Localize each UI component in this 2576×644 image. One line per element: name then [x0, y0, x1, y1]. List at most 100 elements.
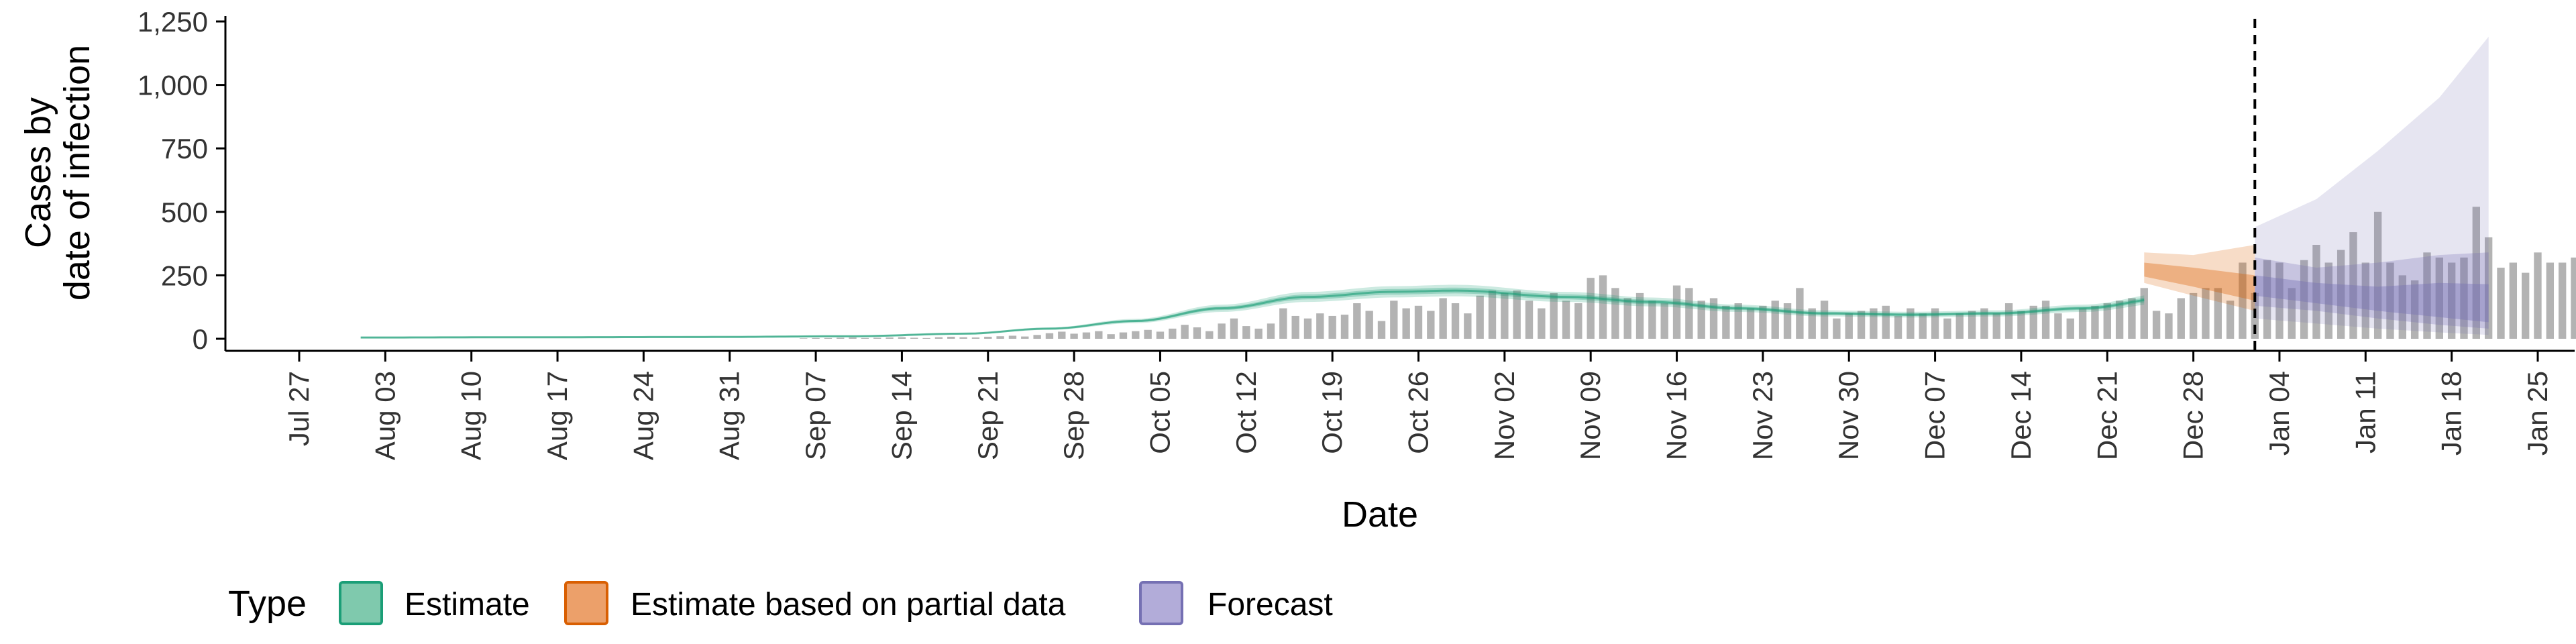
case-bar — [2546, 262, 2555, 339]
y-tick-label: 250 — [161, 260, 208, 291]
x-tick-label: Oct 05 — [1144, 371, 1175, 454]
bands-group — [360, 36, 2489, 339]
x-tick-label: Oct 19 — [1316, 371, 1348, 454]
legend: Type Estimate Estimate based on partial … — [228, 581, 1333, 625]
case-bar — [2004, 303, 2013, 339]
y-axis-ticks: 0 250 500 750 1,000 1,250 — [138, 6, 225, 355]
forecast-mid-band — [2255, 252, 2489, 329]
legend-label-partial: Estimate based on partial data — [631, 587, 1066, 623]
case-bar — [1931, 308, 1939, 339]
case-bar — [1439, 298, 1447, 339]
case-bar — [1623, 298, 1631, 339]
case-bar — [1107, 334, 1115, 339]
x-tick-label: Jan 04 — [2263, 371, 2295, 455]
y-tick-label: 1,250 — [138, 6, 208, 38]
case-bar — [2078, 308, 2087, 339]
x-tick-label: Aug 03 — [369, 371, 400, 460]
case-bar — [1058, 331, 1066, 339]
case-bar — [873, 337, 881, 339]
legend-key-forecast — [1139, 581, 1183, 625]
y-tick-label: 500 — [161, 197, 208, 228]
legend-key-estimate — [339, 581, 383, 625]
case-bar — [2447, 262, 2456, 339]
case-bar — [1144, 329, 1152, 339]
case-bar — [1414, 305, 1423, 339]
x-tick-label: Aug 10 — [455, 371, 487, 460]
case-bar — [1992, 313, 2000, 339]
x-axis-ticks: Jul 27 Aug 03 Aug 10 Aug 17 Aug 24 Aug 31 Sep … — [283, 351, 2553, 460]
case-bar — [1193, 327, 1201, 339]
case-bar — [1169, 328, 1177, 339]
case-bar — [1476, 295, 1484, 339]
case-bar — [2128, 298, 2136, 339]
x-tick-label: Oct 26 — [1403, 371, 1434, 454]
case-bar — [1980, 308, 1988, 339]
case-bar — [2386, 262, 2394, 339]
case-bar — [2041, 301, 2050, 339]
case-bar — [2140, 288, 2148, 339]
case-bar — [2497, 268, 2505, 339]
case-bar — [1070, 333, 1078, 339]
case-bar — [2373, 211, 2382, 339]
case-bar — [1181, 325, 1189, 339]
case-bar — [1648, 301, 1656, 339]
partial-inner-band — [2144, 262, 2255, 301]
case-bar — [800, 338, 808, 339]
case-bar — [2054, 313, 2062, 339]
x-tick-label: Jan 11 — [2349, 371, 2381, 453]
x-tick-label: Dec 21 — [2091, 371, 2123, 460]
case-bar — [1156, 331, 1165, 339]
x-tick-label: Dec 07 — [1919, 371, 1951, 460]
case-bar — [1464, 313, 1472, 339]
case-bar — [2484, 237, 2493, 339]
case-bar — [1021, 336, 1029, 339]
bars-group — [800, 207, 2576, 339]
case-bar — [1734, 303, 1742, 339]
case-bar — [2300, 260, 2308, 339]
case-bar — [1365, 311, 1373, 339]
case-bar — [922, 337, 930, 339]
case-bar — [1771, 301, 1779, 339]
case-bar — [2115, 301, 2124, 339]
case-bar — [1033, 335, 1041, 339]
case-bar — [2361, 262, 2369, 339]
legend-title: Type — [228, 584, 307, 624]
case-bar — [2091, 305, 2099, 339]
y-tick-label: 0 — [193, 323, 208, 355]
estimate-inner-band — [360, 287, 2145, 338]
y-tick-label: 1,000 — [138, 70, 208, 101]
case-bar — [2189, 292, 2198, 339]
case-bar — [1538, 308, 1546, 339]
x-tick-label: Sep 28 — [1058, 371, 1089, 460]
case-bar — [1218, 323, 1226, 339]
y-axis-title-line: Cases by — [18, 97, 58, 248]
x-tick-label: Nov 30 — [1833, 371, 1864, 460]
case-bar — [2214, 288, 2222, 339]
case-bar — [1303, 318, 1312, 339]
case-bar — [2202, 288, 2210, 339]
x-tick-label: Nov 09 — [1574, 371, 1606, 460]
case-bar — [1095, 331, 1103, 339]
case-bar — [2558, 262, 2567, 339]
case-bar — [1328, 315, 1336, 339]
case-bar — [1119, 332, 1128, 339]
x-tick-label: Oct 12 — [1230, 371, 1262, 454]
case-bar — [861, 337, 869, 339]
case-bar — [1402, 308, 1410, 339]
case-bar — [1574, 303, 1582, 339]
case-bar — [1870, 308, 1878, 339]
x-tick-label: Nov 23 — [1747, 371, 1778, 460]
case-bar — [824, 337, 833, 339]
case-bar — [1205, 331, 1214, 339]
case-bar — [1340, 315, 1349, 339]
case-bar — [1562, 301, 1570, 339]
legend-item-forecast: Forecast — [1139, 581, 1333, 625]
x-tick-label: Jan 25 — [2522, 371, 2553, 455]
case-bar — [1746, 308, 1755, 339]
case-bar — [2324, 262, 2332, 339]
legend-label-forecast: Forecast — [1208, 587, 1333, 623]
case-bar — [1427, 311, 1435, 339]
case-bar — [1242, 326, 1250, 339]
case-bar — [2410, 280, 2419, 339]
case-bar — [1599, 275, 1607, 339]
